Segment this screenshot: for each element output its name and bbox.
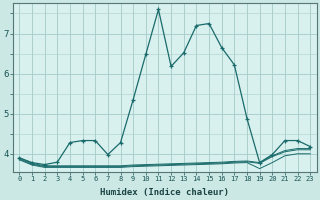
X-axis label: Humidex (Indice chaleur): Humidex (Indice chaleur): [100, 188, 229, 197]
